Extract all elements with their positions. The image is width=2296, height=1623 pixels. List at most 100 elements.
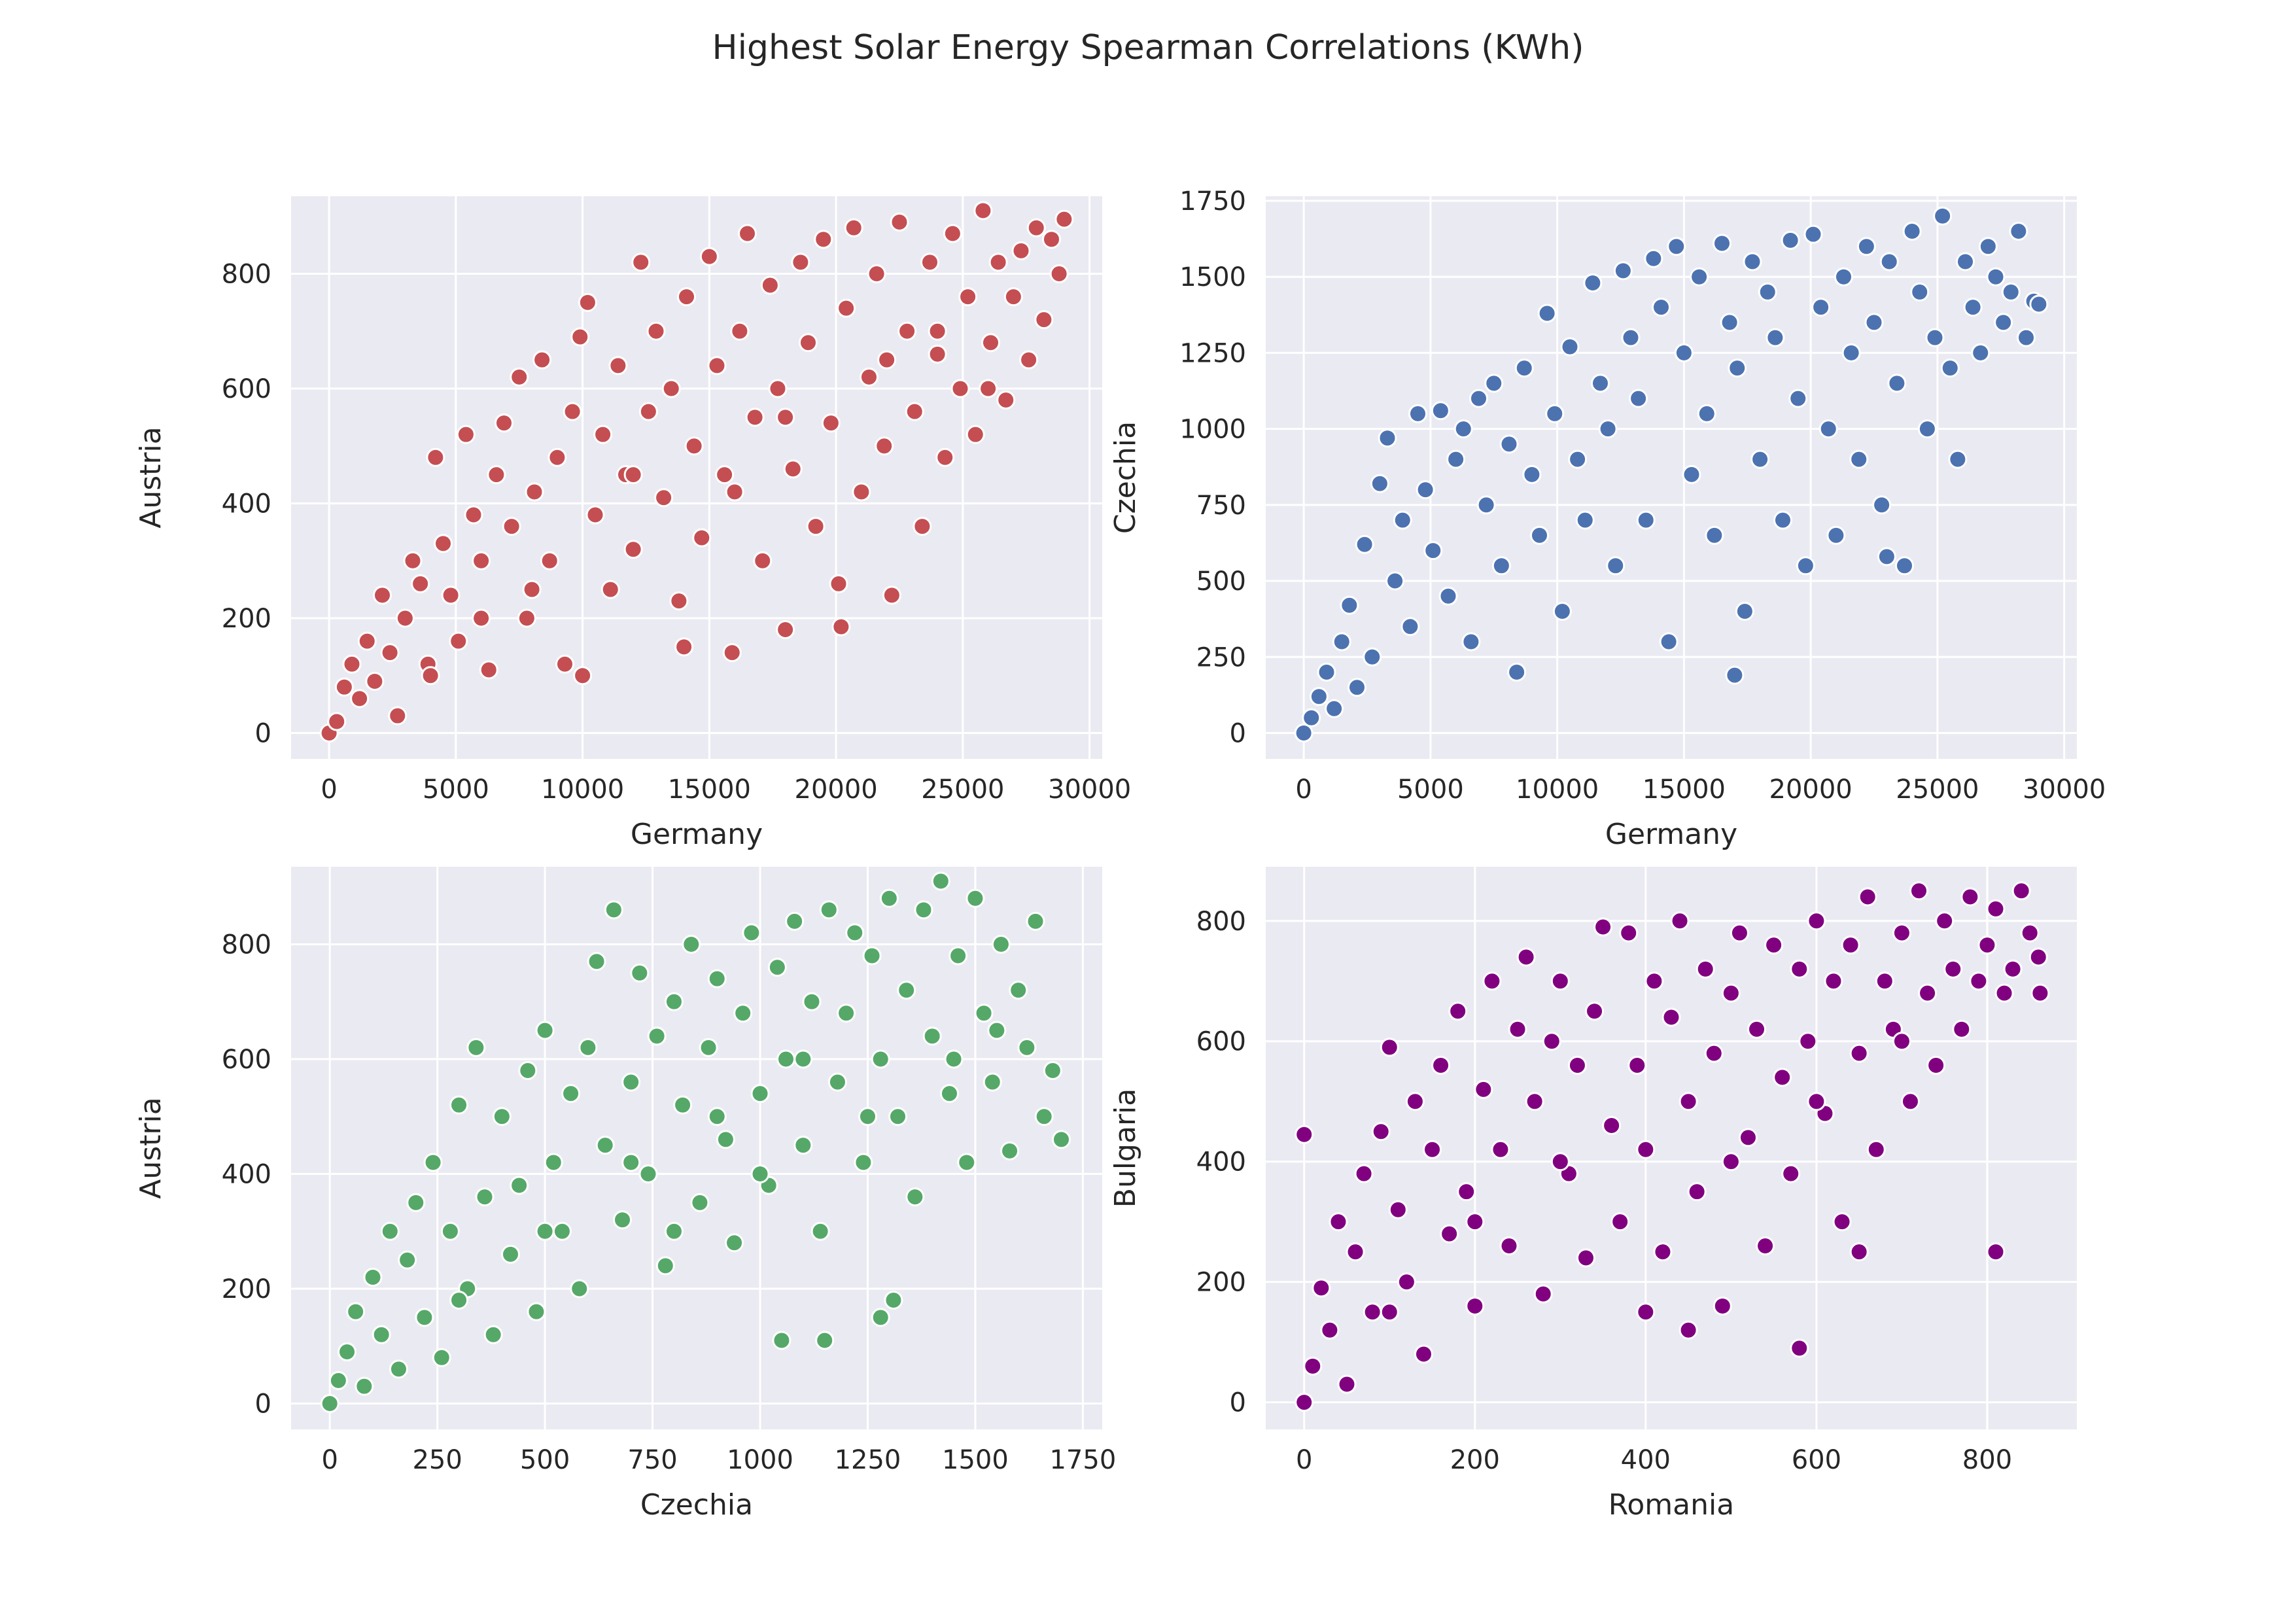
- scatter-point: [570, 327, 590, 347]
- scatter-point: [862, 946, 882, 966]
- scatter-point: [871, 1308, 890, 1327]
- scatter-point: [1841, 935, 1860, 955]
- scatter-point: [750, 1084, 770, 1104]
- scatter-point: [707, 1107, 727, 1126]
- scatter-point: [750, 1164, 770, 1183]
- scatter-point: [699, 1038, 718, 1057]
- scatter-point: [767, 958, 787, 977]
- scatter-point: [1043, 1061, 1062, 1081]
- scatter-point: [1598, 419, 1618, 439]
- scatter-point: [1986, 1242, 2006, 1262]
- scatter-point: [1576, 1248, 1595, 1268]
- scatter-point: [1963, 298, 1983, 317]
- scatter-point: [1484, 374, 1504, 393]
- scatter-point: [421, 666, 440, 686]
- scatter-point: [1514, 358, 1534, 378]
- y-tick-label: 800: [222, 259, 271, 289]
- y-tick-label: 400: [222, 1159, 271, 1189]
- scatter-point: [1935, 911, 1955, 931]
- scatter-point: [888, 1107, 908, 1126]
- scatter-point: [1807, 911, 1826, 931]
- scatter-point: [844, 218, 863, 237]
- scatter-point: [518, 1061, 538, 1081]
- scatter-point: [988, 253, 1008, 272]
- scatter-point: [1788, 389, 1808, 408]
- scatter-point: [1960, 887, 1980, 907]
- scatter-point: [1388, 1200, 1408, 1219]
- scatter-point: [578, 1038, 598, 1057]
- scatter-point: [1423, 541, 1443, 561]
- scatter-point: [411, 574, 430, 593]
- scatter-point: [1537, 304, 1557, 323]
- scatter-point: [1423, 1140, 1442, 1159]
- scatter-point: [1461, 632, 1481, 652]
- y-tick-label: 0: [1230, 718, 1246, 748]
- scatter-point: [1773, 510, 1792, 530]
- x-tick-label: 400: [1621, 1445, 1671, 1475]
- x-tick-label: 15000: [1643, 775, 1726, 805]
- scatter-point: [1697, 404, 1716, 423]
- scatter-point: [1294, 723, 1313, 742]
- scatter-point: [1303, 1356, 1323, 1376]
- scatter-point: [1431, 401, 1450, 421]
- chart-title: Highest Solar Energy Spearman Correlatio…: [712, 28, 1584, 67]
- scatter-point: [1781, 230, 1800, 250]
- scatter-point: [661, 379, 681, 398]
- scatter-point: [449, 631, 468, 651]
- scatter-point: [1866, 1140, 1886, 1159]
- scatter-point: [905, 1187, 925, 1207]
- x-tick-label: 5000: [423, 775, 489, 805]
- x-tick-label: 25000: [921, 775, 1004, 805]
- scatter-point: [573, 666, 593, 686]
- scatter-point: [1696, 959, 1715, 979]
- plot-area: [1266, 867, 2077, 1429]
- scatter-point: [1516, 947, 1536, 967]
- scatter-point: [1971, 343, 1991, 362]
- scatter-point: [1416, 480, 1435, 500]
- scatter-point: [768, 379, 788, 398]
- scatter-point: [858, 1107, 877, 1126]
- x-tick-label: 0: [321, 775, 337, 805]
- scatter-point: [1482, 971, 1502, 991]
- scatter-point: [699, 247, 719, 266]
- scatter-point: [1363, 1302, 1382, 1322]
- scatter-point: [544, 1153, 563, 1172]
- scatter-point: [1834, 267, 1853, 287]
- scatter-point: [346, 1302, 366, 1321]
- y-tick-label: 200: [222, 1274, 271, 1304]
- scatter-point: [1491, 556, 1511, 576]
- scatter-point: [1560, 337, 1580, 357]
- scatter-point: [920, 253, 939, 272]
- scatter-points: [319, 201, 1074, 743]
- scatter-point: [600, 580, 620, 599]
- panel-germany-austria: 0 5000 10000 15000 20000 25000 30000 0 200 400 600…: [134, 196, 1131, 851]
- scatter-point: [1627, 1056, 1647, 1075]
- scatter-point: [1895, 556, 1914, 576]
- scatter-point: [1621, 328, 1641, 347]
- scatter-point: [1743, 252, 1762, 271]
- scatter-point: [500, 1244, 520, 1264]
- scatter-point: [944, 1049, 964, 1069]
- scatter-point: [1552, 602, 1572, 621]
- y-tick-label: 600: [222, 1045, 271, 1075]
- scatter-point: [320, 1394, 339, 1414]
- scatter-point: [783, 459, 803, 479]
- scatter-point: [867, 264, 886, 283]
- scatter-point: [845, 923, 865, 943]
- scatter-point: [1431, 1056, 1451, 1075]
- scatter-point: [1902, 221, 1922, 241]
- scatter-point: [1790, 959, 1809, 979]
- scatter-point: [1026, 911, 1045, 931]
- scatter-points: [320, 871, 1071, 1414]
- scatter-point: [974, 1003, 994, 1023]
- scatter-point: [1892, 1032, 1911, 1051]
- scatter-point: [1026, 218, 1046, 237]
- scatter-point: [674, 637, 694, 657]
- scatter-point: [472, 551, 491, 570]
- scatter-point: [1994, 983, 2014, 1003]
- scatter-point: [897, 321, 917, 341]
- scatter-point: [1948, 449, 1968, 469]
- scatter-point: [831, 617, 851, 637]
- scatter-point: [1670, 911, 1690, 931]
- scatter-point: [466, 1038, 486, 1057]
